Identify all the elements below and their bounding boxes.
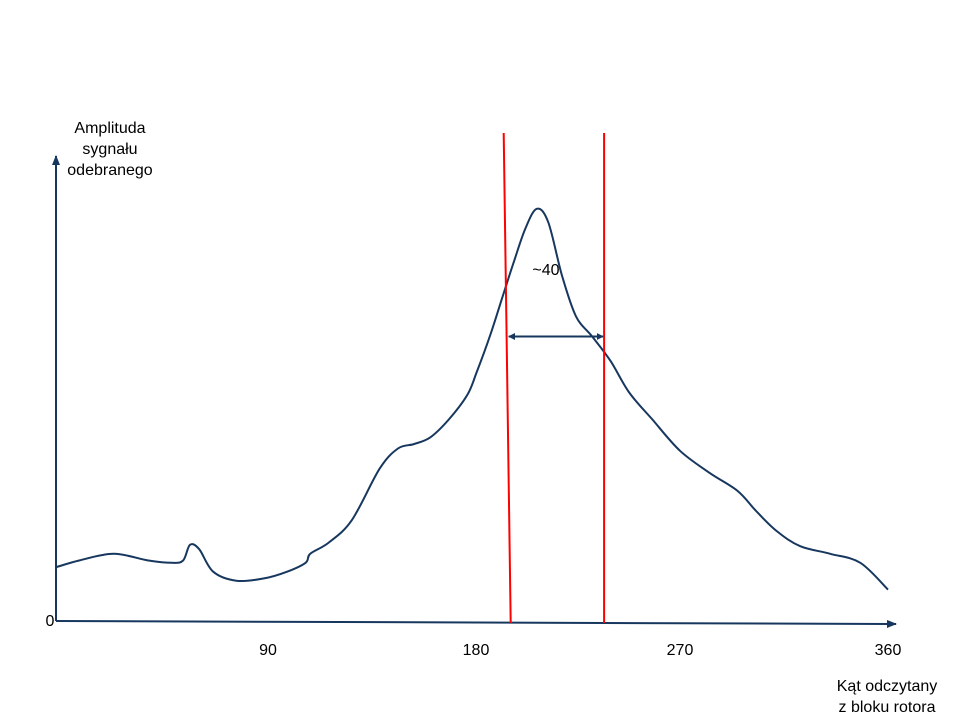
y-axis-label-line-3: odebranego xyxy=(67,162,153,179)
y-axis-label-line-2: sygnału xyxy=(82,141,137,158)
x-tick-label-90: 90 xyxy=(259,642,277,659)
x-axis-label-line-1: Kąt odczytany xyxy=(837,678,938,695)
y-axis-label-line-1: Amplituda xyxy=(74,120,145,137)
x-tick-label-180: 180 xyxy=(463,642,490,659)
width-annotation-label: ~40 xyxy=(532,262,559,279)
x-tick-label-270: 270 xyxy=(667,642,694,659)
y-origin-label: 0 xyxy=(46,613,55,630)
left-marker-line xyxy=(502,132,512,624)
x-tick-label-360: 360 xyxy=(875,642,902,659)
x-axis xyxy=(55,619,897,628)
signal-amplitude-curve xyxy=(55,207,889,591)
x-axis-label-line-2: z bloku rotora xyxy=(839,699,936,716)
